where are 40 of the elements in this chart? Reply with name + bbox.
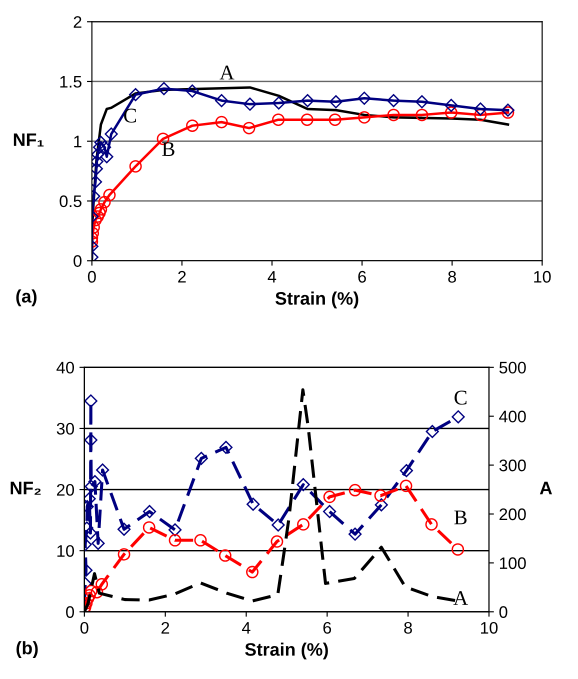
y-tick-label: 0 [74,255,82,267]
x-tick-label: 8 [404,622,412,634]
y-axis-title: NF₂ [10,482,41,495]
x-tick-label: 4 [268,271,276,283]
x-tick-label: 2 [178,270,186,283]
y2-tick-label: 400 [499,410,526,422]
series-label: B [454,510,467,524]
x-tick-label: 0 [88,270,96,283]
y-tick-label: 30 [56,422,74,435]
x-axis-title: Strain (%) [245,642,328,660]
y-tick-label: 1.5 [60,76,82,88]
y-tick-label: 0 [66,606,74,618]
x-tick-label: 10 [534,270,551,283]
x-tick-label: 4 [242,622,250,634]
series-label: A [453,591,468,605]
text: (a) [16,289,37,306]
x-tick-label: 6 [323,622,332,634]
y2-tick-label: 300 [499,460,526,472]
y-tick-label: 0.5 [60,195,82,208]
y-axis-title: NF₁ [14,133,44,146]
y-tick-label: 1 [74,136,82,148]
y-tick-label: 2 [74,16,82,28]
series-label: C [454,390,466,405]
x-tick-label: 8 [448,270,456,283]
x-tick-label: 6 [358,270,366,283]
y2-tick-label: 0 [499,606,508,618]
y-tick-label: 40 [56,362,74,374]
series-label: C [124,108,136,123]
x-tick-label: 2 [162,622,170,634]
series-label: B [162,142,174,156]
series-label: A [220,66,234,80]
x-tick-label: 10 [480,622,498,634]
y-tick-label: 20 [56,484,74,496]
y2-tick-label: 500 [499,362,526,374]
y2-tick-label: 100 [500,557,526,570]
y-tick-label: 10 [57,545,74,557]
y2-tick-label: 200 [500,508,526,520]
y2-axis-title: A [540,482,552,494]
text: (b) [16,641,38,658]
x-axis-title: Strain (%) [275,292,358,308]
